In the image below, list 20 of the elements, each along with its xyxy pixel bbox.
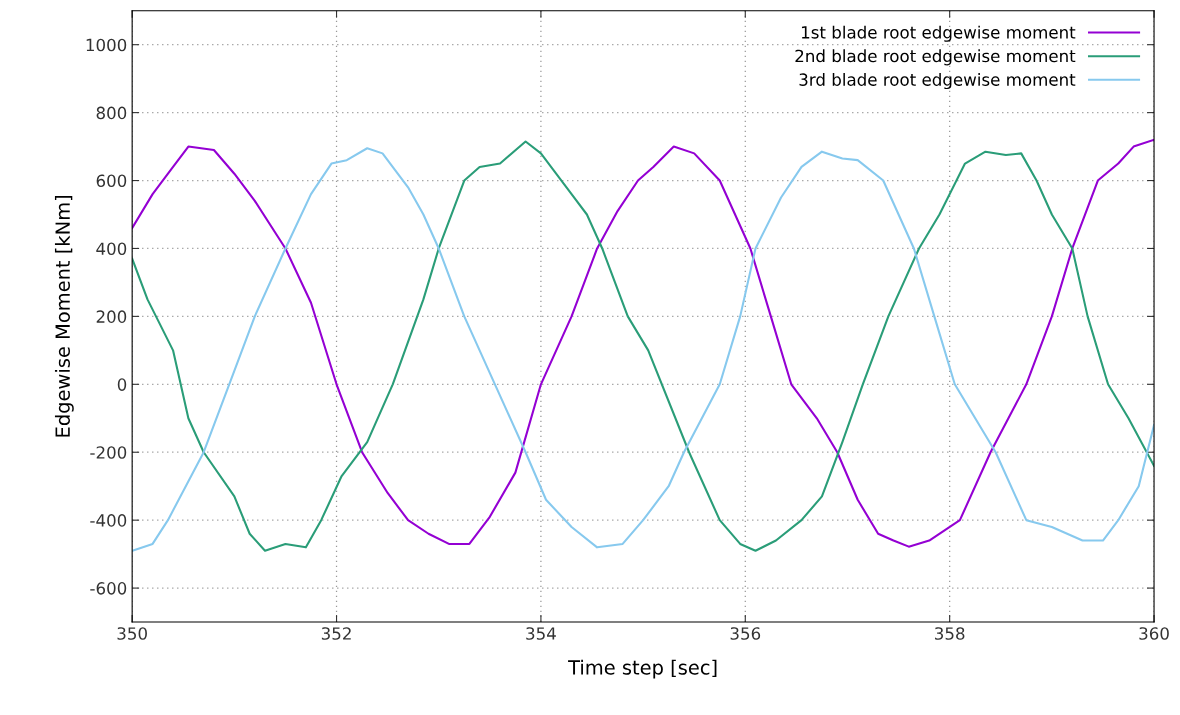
y-tick-label: -600 xyxy=(90,582,127,595)
y-tick-label: 0 xyxy=(117,378,127,391)
x-tick-label: 354 xyxy=(526,627,556,640)
x-tick-label: 358 xyxy=(935,627,965,640)
x-tick-label: 356 xyxy=(730,627,761,640)
x-tick-label: 352 xyxy=(321,627,351,640)
y-tick-label: 1000 xyxy=(86,38,127,52)
y-tick-label: 400 xyxy=(96,242,127,256)
y-tick-label: 200 xyxy=(96,310,127,323)
legend-label: 3rd blade root edgewise moment xyxy=(799,72,1076,90)
x-axis-title: Time step [sec] xyxy=(568,659,717,679)
y-axis-title: Edgewise Moment [kNm] xyxy=(54,195,74,437)
y-tick-label: -200 xyxy=(90,446,127,459)
legend-label: 1st blade root edgewise moment xyxy=(801,25,1076,42)
y-tick-label: -400 xyxy=(90,514,127,527)
y-tick-label: 800 xyxy=(96,106,127,120)
legend-label: 2nd blade root edgewise moment xyxy=(795,49,1076,66)
x-tick-label: 360 xyxy=(1139,627,1169,640)
x-tick-label: 350 xyxy=(117,627,147,640)
y-tick-label: 600 xyxy=(96,174,127,188)
